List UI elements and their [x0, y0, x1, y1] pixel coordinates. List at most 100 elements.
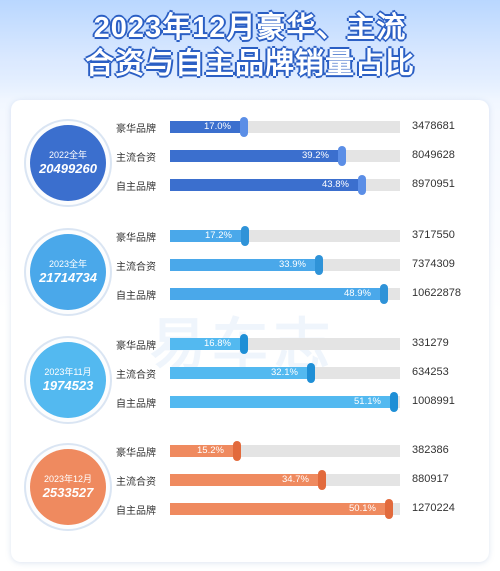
percent-label: 43.8% [322, 179, 349, 190]
chart-group: 2023全年 21714734 豪华品牌 17.2% 3717550 主流合资 33.9% 7… [0, 222, 500, 322]
category-label: 豪华品牌 [116, 448, 156, 459]
bar-cap [233, 441, 241, 461]
bar-cap [390, 392, 398, 412]
value-label: 3478681 [412, 120, 455, 132]
group-label: 2023全年 [48, 259, 88, 269]
bar-row: 豪华品牌 17.0% 3478681 [0, 117, 500, 137]
category-label: 自主品牌 [116, 506, 156, 517]
bar-cap [240, 334, 248, 354]
bar [170, 121, 244, 133]
category-label: 主流合资 [116, 262, 156, 273]
percent-label: 17.0% [204, 121, 231, 132]
percent-label: 50.1% [349, 503, 376, 514]
value-label: 3717550 [412, 229, 455, 241]
bar [170, 396, 394, 408]
bar [170, 179, 362, 191]
bar [170, 503, 389, 515]
bar-row: 自主品牌 48.9% 10622878 [0, 284, 500, 304]
bar-cap [385, 499, 393, 519]
bar-track: 50.1% [170, 499, 400, 519]
percent-label: 33.9% [279, 259, 306, 270]
bar-row: 自主品牌 51.1% 1008991 [0, 392, 500, 412]
value-label: 7374309 [412, 258, 455, 270]
group-label: 2023年12月 [43, 474, 93, 484]
category-label: 主流合资 [116, 477, 156, 488]
percent-label: 32.1% [271, 367, 298, 378]
value-label: 382386 [412, 444, 449, 456]
bar-track: 39.2% [170, 146, 400, 166]
value-label: 880917 [412, 473, 449, 485]
chart-title-line-1: 2023年12月豪华、主流 [93, 12, 407, 44]
bar-track: 16.8% [170, 334, 400, 354]
category-label: 豪华品牌 [116, 124, 156, 135]
bar-track: 33.9% [170, 255, 400, 275]
bar-row: 豪华品牌 16.8% 331279 [0, 334, 500, 354]
bar [170, 230, 245, 242]
bar-row: 豪华品牌 17.2% 3717550 [0, 226, 500, 246]
group-total: 2533527 [42, 485, 94, 500]
bar-track: 17.2% [170, 226, 400, 246]
bar [170, 367, 311, 379]
bar-row: 豪华品牌 15.2% 382386 [0, 441, 500, 461]
bar-cap [380, 284, 388, 304]
bar-track: 34.7% [170, 470, 400, 490]
chart-group: 2023年11月 1974523 豪华品牌 16.8% 331279 主流合资 32.1% 6… [0, 330, 500, 430]
bar-track: 48.9% [170, 284, 400, 304]
bar-row: 主流合资 33.9% 7374309 [0, 255, 500, 275]
bar [170, 445, 237, 457]
percent-label: 34.7% [282, 474, 309, 485]
percent-label: 39.2% [302, 150, 329, 161]
value-label: 634253 [412, 366, 449, 378]
category-label: 豪华品牌 [116, 233, 156, 244]
bar-row: 主流合资 39.2% 8049628 [0, 146, 500, 166]
bar [170, 259, 319, 271]
bar [170, 474, 322, 486]
bar-track: 15.2% [170, 441, 400, 461]
chart-group: 2023年12月 2533527 豪华品牌 15.2% 382386 主流合资 34.7% 8… [0, 437, 500, 537]
group-circle: 2023年12月 2533527 [30, 449, 106, 525]
group-label: 2023年11月 [44, 367, 92, 377]
group-total: 21714734 [39, 270, 97, 285]
category-label: 自主品牌 [116, 182, 156, 193]
chart-title: 2023年12月豪华、主流 合资与自主品牌销量占比 [0, 10, 500, 82]
percent-label: 16.8% [204, 338, 231, 349]
bar-cap [318, 470, 326, 490]
bar-cap [338, 146, 346, 166]
percent-label: 17.2% [205, 230, 232, 241]
bar-cap [307, 363, 315, 383]
percent-label: 48.9% [344, 288, 371, 299]
percent-label: 51.1% [354, 396, 381, 407]
bar-row: 主流合资 34.7% 880917 [0, 470, 500, 490]
category-label: 豪华品牌 [116, 341, 156, 352]
bar-row: 主流合资 32.1% 634253 [0, 363, 500, 383]
category-label: 主流合资 [116, 153, 156, 164]
chart-title-line-2: 合资与自主品牌销量占比 [84, 48, 415, 80]
group-total: 1974523 [42, 378, 94, 393]
value-label: 1270224 [412, 502, 455, 514]
value-label: 1008991 [412, 395, 455, 407]
group-circle: 2022全年 20499260 [30, 125, 106, 201]
group-label: 2022全年 [48, 150, 88, 160]
group-total: 20499260 [39, 161, 97, 176]
percent-label: 15.2% [197, 445, 224, 456]
bar [170, 150, 342, 162]
value-label: 8049628 [412, 149, 455, 161]
bar-row: 自主品牌 43.8% 8970951 [0, 175, 500, 195]
value-label: 10622878 [412, 287, 461, 299]
bar-track: 43.8% [170, 175, 400, 195]
bar-track: 32.1% [170, 363, 400, 383]
value-label: 331279 [412, 337, 449, 349]
bar-cap [240, 117, 248, 137]
category-label: 自主品牌 [116, 291, 156, 302]
bar-cap [315, 255, 323, 275]
bar-row: 自主品牌 50.1% 1270224 [0, 499, 500, 519]
bar-track: 17.0% [170, 117, 400, 137]
category-label: 自主品牌 [116, 399, 156, 410]
bar-track: 51.1% [170, 392, 400, 412]
chart-group: 2022全年 20499260 豪华品牌 17.0% 3478681 主流合资 39.2% 8… [0, 113, 500, 213]
value-label: 8970951 [412, 178, 455, 190]
header-background [0, 0, 500, 100]
bar [170, 338, 244, 350]
bar-cap [241, 226, 249, 246]
group-circle: 2023年11月 1974523 [30, 342, 106, 418]
